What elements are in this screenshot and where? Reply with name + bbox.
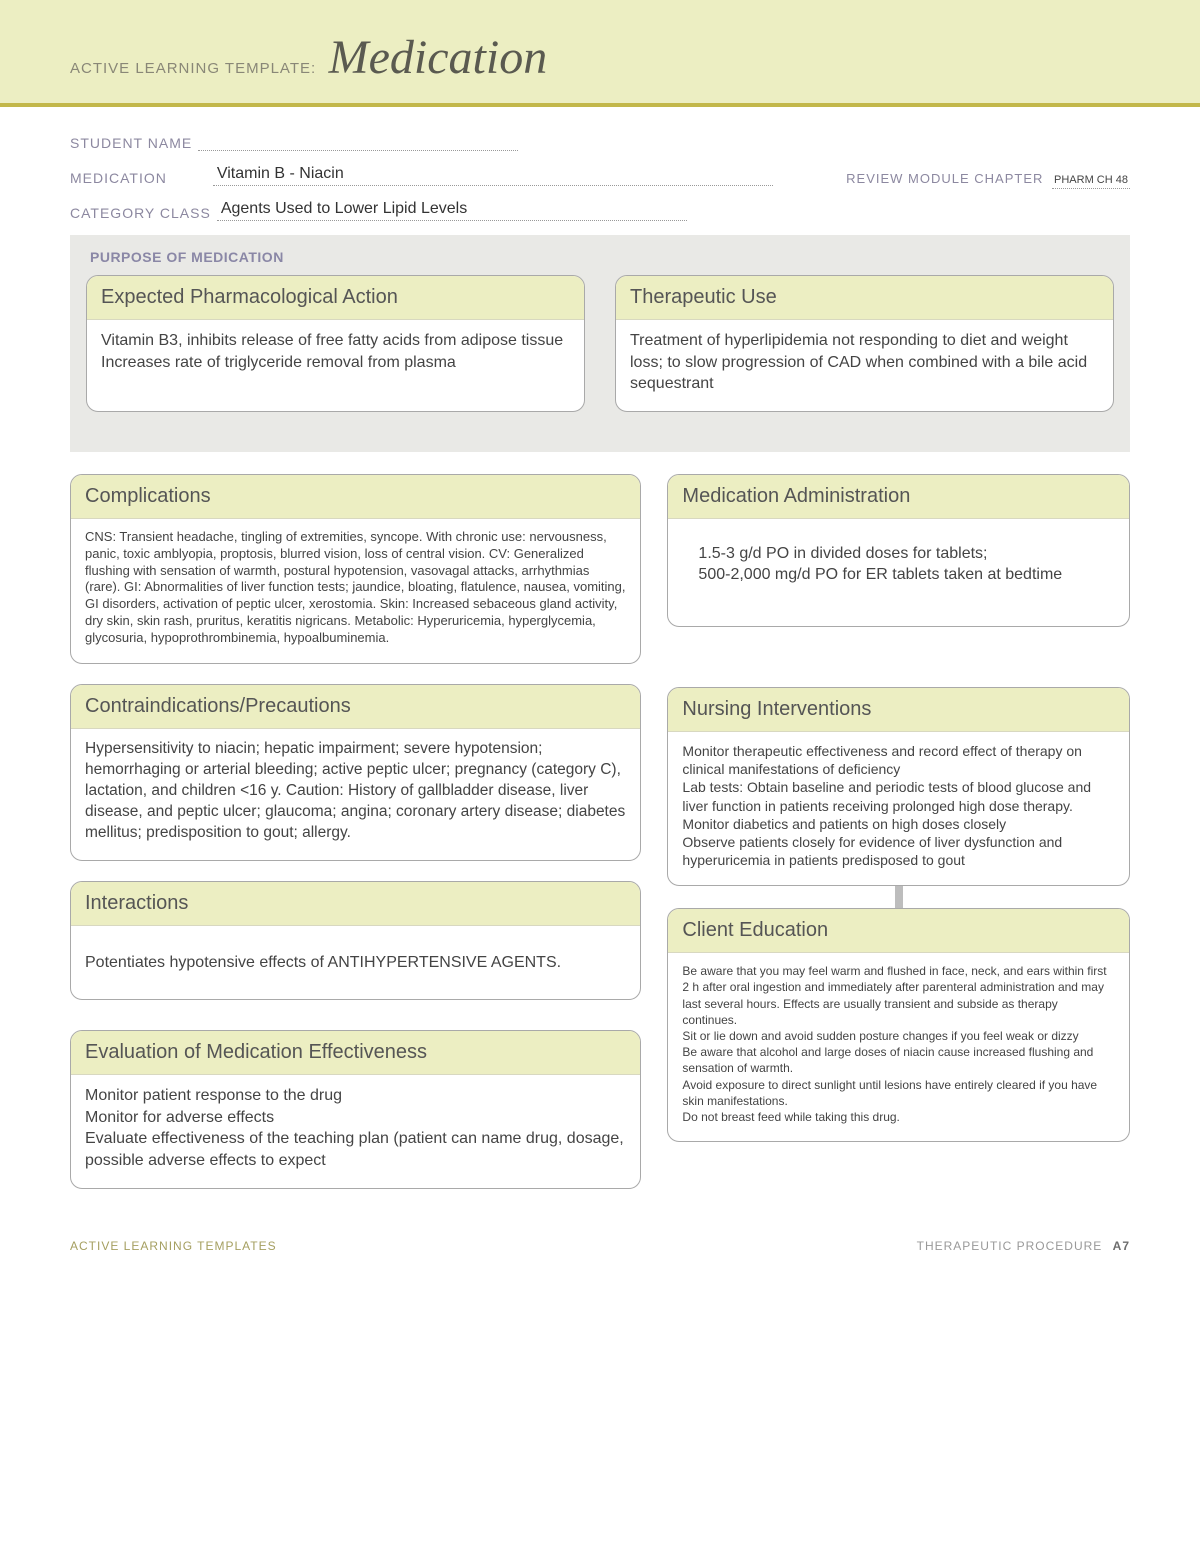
- page: ACTIVE LEARNING TEMPLATE: Medication STU…: [0, 0, 1200, 1293]
- footer-left: ACTIVE LEARNING TEMPLATES: [70, 1239, 277, 1253]
- page-number: A7: [1113, 1239, 1130, 1253]
- complications-body: CNS: Transient headache, tingling of ext…: [71, 519, 640, 663]
- medication-field[interactable]: Vitamin B - Niacin: [213, 165, 773, 186]
- category-row: CATEGORY CLASS Agents Used to Lower Lipi…: [70, 200, 1130, 221]
- left-column: Complications CNS: Transient headache, t…: [70, 474, 641, 1209]
- client-education-card: Client Education Be aware that you may f…: [667, 908, 1130, 1142]
- purpose-title: PURPOSE OF MEDICATION: [90, 249, 1114, 265]
- therapeutic-use-body: Treatment of hyperlipidemia not respondi…: [616, 320, 1113, 411]
- category-label: CATEGORY CLASS: [70, 205, 211, 221]
- client-education-title: Client Education: [668, 909, 1129, 953]
- review-chapter-label: REVIEW MODULE CHAPTER PHARM CH 48: [846, 171, 1130, 186]
- student-name-label: STUDENT NAME: [70, 135, 192, 151]
- complications-title: Complications: [71, 475, 640, 519]
- interactions-body: Potentiates hypotensive effects of ANTIH…: [71, 926, 640, 1000]
- therapeutic-use-card: Therapeutic Use Treatment of hyperlipide…: [615, 275, 1114, 412]
- category-field[interactable]: Agents Used to Lower Lipid Levels: [217, 200, 687, 221]
- template-title: Medication: [329, 30, 548, 85]
- connector-line: [895, 886, 903, 908]
- nursing-card: Nursing Interventions Monitor therapeuti…: [667, 687, 1130, 886]
- medication-row: MEDICATION Vitamin B - Niacin REVIEW MOD…: [70, 165, 1130, 186]
- top-banner: ACTIVE LEARNING TEMPLATE: Medication: [0, 0, 1200, 103]
- page-footer: ACTIVE LEARNING TEMPLATES THERAPEUTIC PR…: [0, 1209, 1200, 1253]
- contraindications-title: Contraindications/Precautions: [71, 685, 640, 729]
- evaluation-title: Evaluation of Medication Effectiveness: [71, 1031, 640, 1075]
- right-column: Medication Administration 1.5-3 g/d PO i…: [667, 474, 1130, 1209]
- administration-card: Medication Administration 1.5-3 g/d PO i…: [667, 474, 1130, 627]
- footer-right-text: THERAPEUTIC PROCEDURE: [917, 1239, 1103, 1253]
- spacer: [667, 647, 1130, 687]
- purpose-section: PURPOSE OF MEDICATION Expected Pharmacol…: [70, 235, 1130, 452]
- review-label-text: REVIEW MODULE CHAPTER: [846, 171, 1043, 186]
- student-name-field[interactable]: [198, 148, 518, 151]
- pharm-action-title: Expected Pharmacological Action: [87, 276, 584, 320]
- pharm-action-body: Vitamin B3, inhibits release of free fat…: [87, 320, 584, 389]
- pharm-action-card: Expected Pharmacological Action Vitamin …: [86, 275, 585, 412]
- client-education-body: Be aware that you may feel warm and flus…: [668, 953, 1129, 1141]
- student-name-row: STUDENT NAME: [70, 135, 1130, 151]
- therapeutic-use-title: Therapeutic Use: [616, 276, 1113, 320]
- interactions-card: Interactions Potentiates hypotensive eff…: [70, 881, 641, 1001]
- review-chapter-field[interactable]: PHARM CH 48: [1052, 174, 1130, 189]
- evaluation-card: Evaluation of Medication Effectiveness M…: [70, 1030, 641, 1188]
- lower-columns: Complications CNS: Transient headache, t…: [70, 474, 1130, 1209]
- contraindications-body: Hypersensitivity to niacin; hepatic impa…: [71, 729, 640, 860]
- medication-label: MEDICATION: [70, 170, 167, 186]
- template-label: ACTIVE LEARNING TEMPLATE:: [70, 60, 316, 77]
- administration-body: 1.5-3 g/d PO in divided doses for tablet…: [668, 519, 1129, 626]
- nursing-body: Monitor therapeutic effectiveness and re…: [668, 732, 1129, 885]
- nursing-title: Nursing Interventions: [668, 688, 1129, 732]
- evaluation-body: Monitor patient response to the drug Mon…: [71, 1075, 640, 1187]
- administration-title: Medication Administration: [668, 475, 1129, 519]
- content-area: STUDENT NAME MEDICATION Vitamin B - Niac…: [0, 107, 1200, 1209]
- complications-card: Complications CNS: Transient headache, t…: [70, 474, 641, 664]
- footer-right: THERAPEUTIC PROCEDURE A7: [917, 1239, 1130, 1253]
- interactions-title: Interactions: [71, 882, 640, 926]
- contraindications-card: Contraindications/Precautions Hypersensi…: [70, 684, 641, 861]
